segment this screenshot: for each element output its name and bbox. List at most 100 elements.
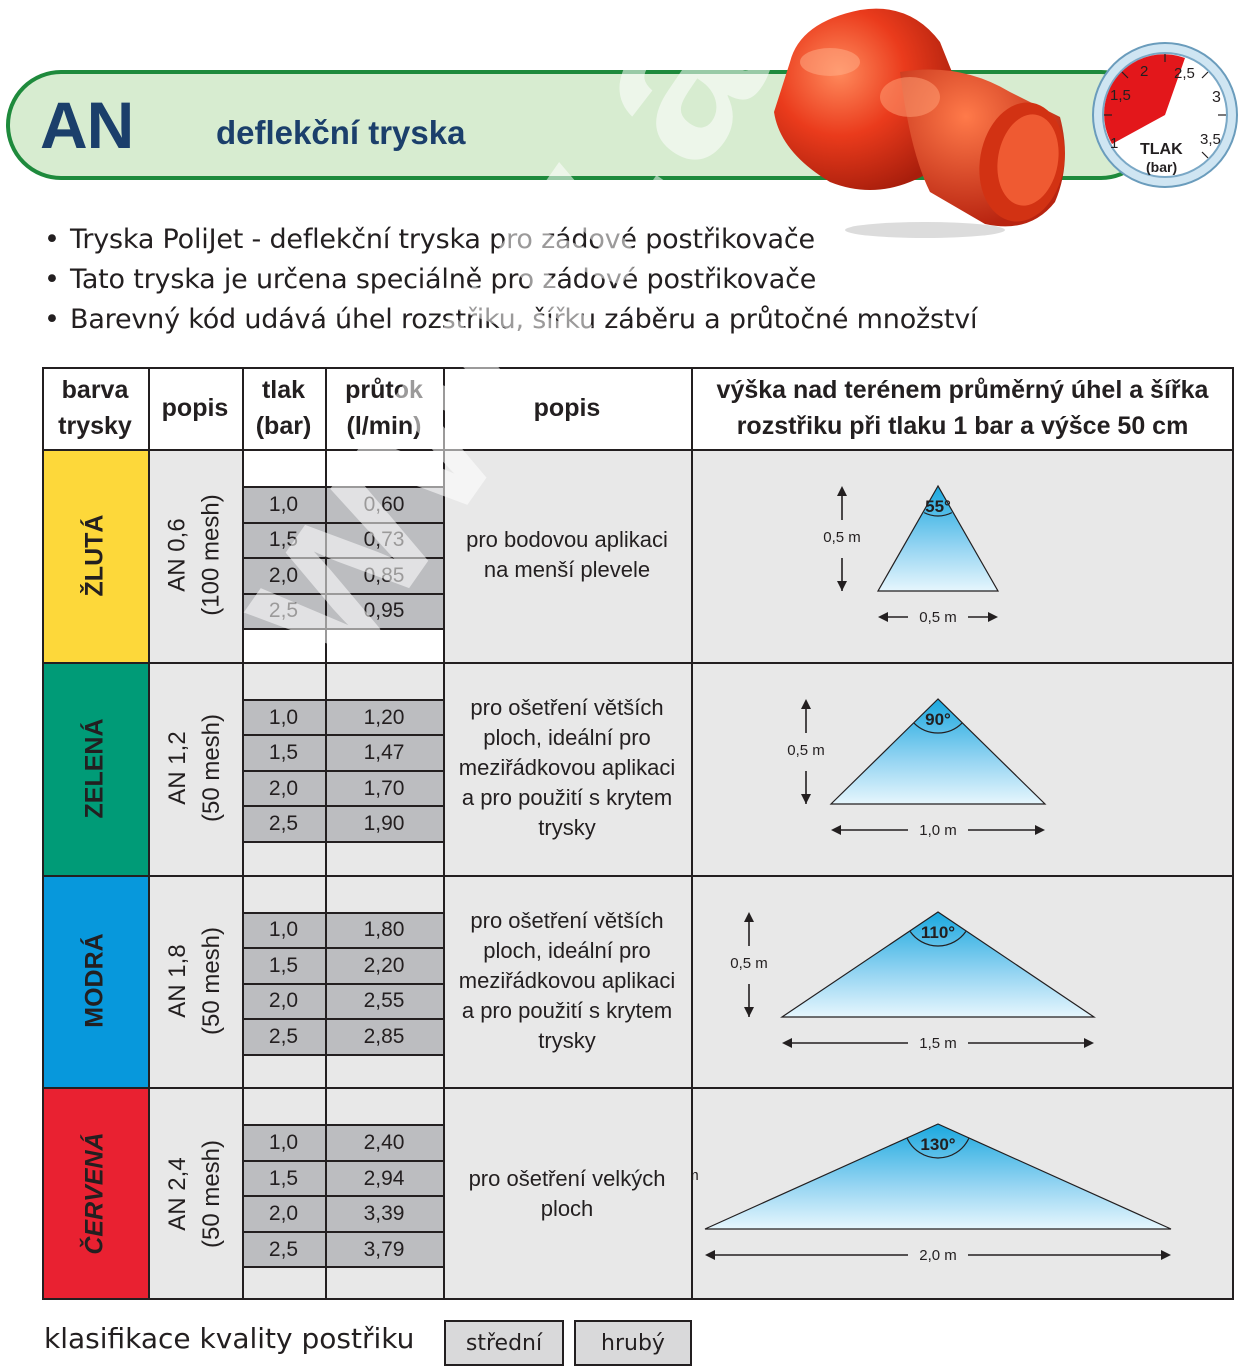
flow-value: 1,90 [325,805,443,841]
angle-label: 130° [920,1135,955,1154]
feature-item: Tato tryska je určena speciálně pro zádo… [44,260,977,300]
pressure-value: 1,0 [242,698,325,735]
nozzle-image [774,8,1065,238]
height-label: 0,5 m [823,529,861,546]
flow-value: 0,85 [325,557,443,593]
width-label: 1,0 m [919,822,957,839]
flow-value: 0,60 [325,486,443,522]
grid-line [325,367,327,1300]
flow-value: 2,20 [325,947,443,983]
color-cell: ZELENÁ [42,661,148,875]
description-text: pro ošetření větších ploch, ideální pro … [458,695,676,841]
gauge-mark: 2,5 [1174,65,1195,82]
model-cell: AN 1,8 (50 mesh) [148,874,242,1088]
header-popis2: popis [443,367,691,449]
angle-arc [906,1138,970,1159]
gauge-unit: (bar) [1146,159,1177,175]
color-cell: MODRÁ [42,874,148,1088]
color-label: MODRÁ [80,933,109,1029]
model-name: AN 0,6 [164,518,192,593]
flow-value: 1,70 [325,769,443,806]
nozzle-table: barva trysky popis tlak (bar) průtok (l/… [42,367,1234,1300]
pressure-value: 1,0 [242,911,325,947]
spray-fan-icon: 110° 0,5 m 1,5 m [730,910,1096,1052]
feature-item: Tryska PoliJet - deflekční tryska pro zá… [44,220,977,260]
spray-fan-icon: 130°0,5 m2,0 m [661,1123,1172,1264]
pressure-value: 1,0 [242,486,325,522]
pressure-value: 1,5 [242,947,325,983]
angle-label: 90° [925,710,951,729]
height-label: 0,5 m [730,955,768,972]
spray-triangle [876,484,1000,592]
description-cell: pro ošetření větších ploch, ideální pro … [443,661,691,875]
spray-diagram: 130°0,5 m2,0 m [661,1087,1234,1300]
flow-value: 3,39 [325,1195,443,1231]
grid-line [42,367,1234,369]
grid-line [691,367,693,1300]
angle-label: 55° [925,497,951,516]
description-cell: pro ošetření větších ploch, ideální pro … [443,874,691,1088]
width-label: 1,5 m [919,1035,957,1052]
grid-line [242,367,244,1300]
description-cell: pro ošetření velkých ploch [443,1087,691,1300]
pressure-value: 2,0 [242,982,325,1018]
grid-line [42,661,1234,664]
height-label: 0,5 m [787,742,825,759]
feature-list: Tryska PoliJet - deflekční tryska pro zá… [44,220,978,340]
width-label: 2,0 m [919,1247,957,1264]
gauge-mark: 3,5 [1200,131,1221,148]
legend-item-hruby: hrubý [574,1320,692,1366]
gauge-mark: 3 [1212,89,1221,106]
pressure-value: 2,0 [242,1195,325,1231]
gauge-mark: 2 [1140,63,1148,80]
model-name: AN 1,8 [164,944,192,1018]
grid-line [42,1087,1234,1090]
flow-value: 2,55 [325,982,443,1018]
flow-value: 1,80 [325,911,443,947]
color-cell: ČERVENÁ [42,1087,148,1300]
color-label: ČERVENÁ [80,1132,109,1255]
angle-arc [913,722,963,734]
spray-diagram: 90° 0,5 m 1,0 m [691,661,1234,875]
legend-label: klasifikace kvality postřiku [44,1322,415,1355]
model-name: AN 2,4 [164,1156,192,1231]
spray-triangle [780,910,1096,1018]
model-cell: AN 2,4 (50 mesh) [148,1087,242,1300]
gauge-label: TLAK [1140,141,1183,158]
gauge-mark: 1 [1110,135,1118,152]
angle-arc [909,930,967,947]
width-label: 0,5 m [919,609,957,626]
header-diagram: výška nad terénem průměrný úhel a šířka … [691,367,1234,449]
legend-item-stredni: střední [444,1320,564,1366]
spray-triangle [704,1123,1172,1230]
angle-arc [923,512,953,517]
color-label: ZELENÁ [80,718,109,819]
flow-value: 0,73 [325,521,443,557]
pressure-value: 2,5 [242,592,325,628]
model-mesh: (100 mesh) [198,494,226,617]
model-name: AN 1,2 [164,731,192,805]
spray-fan-icon: 90° 0,5 m 1,0 m [787,697,1047,839]
pressure-value: 2,5 [242,1018,325,1054]
color-cell: ŽLUTÁ [42,449,148,662]
header-prutok: průtok (l/min) [325,367,443,449]
model-mesh: (50 mesh) [198,926,226,1035]
description-text: pro bodovou aplikaci na menší plevele [466,527,668,583]
grid-line [42,449,1234,451]
pressure-value: 1,5 [242,1159,325,1196]
pressure-value: 1,0 [242,1124,325,1160]
feature-item: Barevný kód udává úhel rozstřiku, šířku … [44,300,978,340]
grid-line [42,367,44,1300]
pressure-value: 1,5 [242,734,325,770]
flow-value: 0,95 [325,592,443,628]
model-cell: AN 1,2 (50 mesh) [148,661,242,875]
model-mesh: (50 mesh) [198,714,226,823]
spray-triangle [829,697,1047,805]
product-subtitle: deflekční tryska [216,114,466,151]
model-mesh: (50 mesh) [198,1139,226,1248]
pressure-value: 2,0 [242,769,325,806]
color-label: ŽLUTÁ [80,514,109,597]
pressure-value: 1,5 [242,521,325,557]
header-color: barva trysky [42,367,148,449]
pressure-value: 2,5 [242,805,325,841]
